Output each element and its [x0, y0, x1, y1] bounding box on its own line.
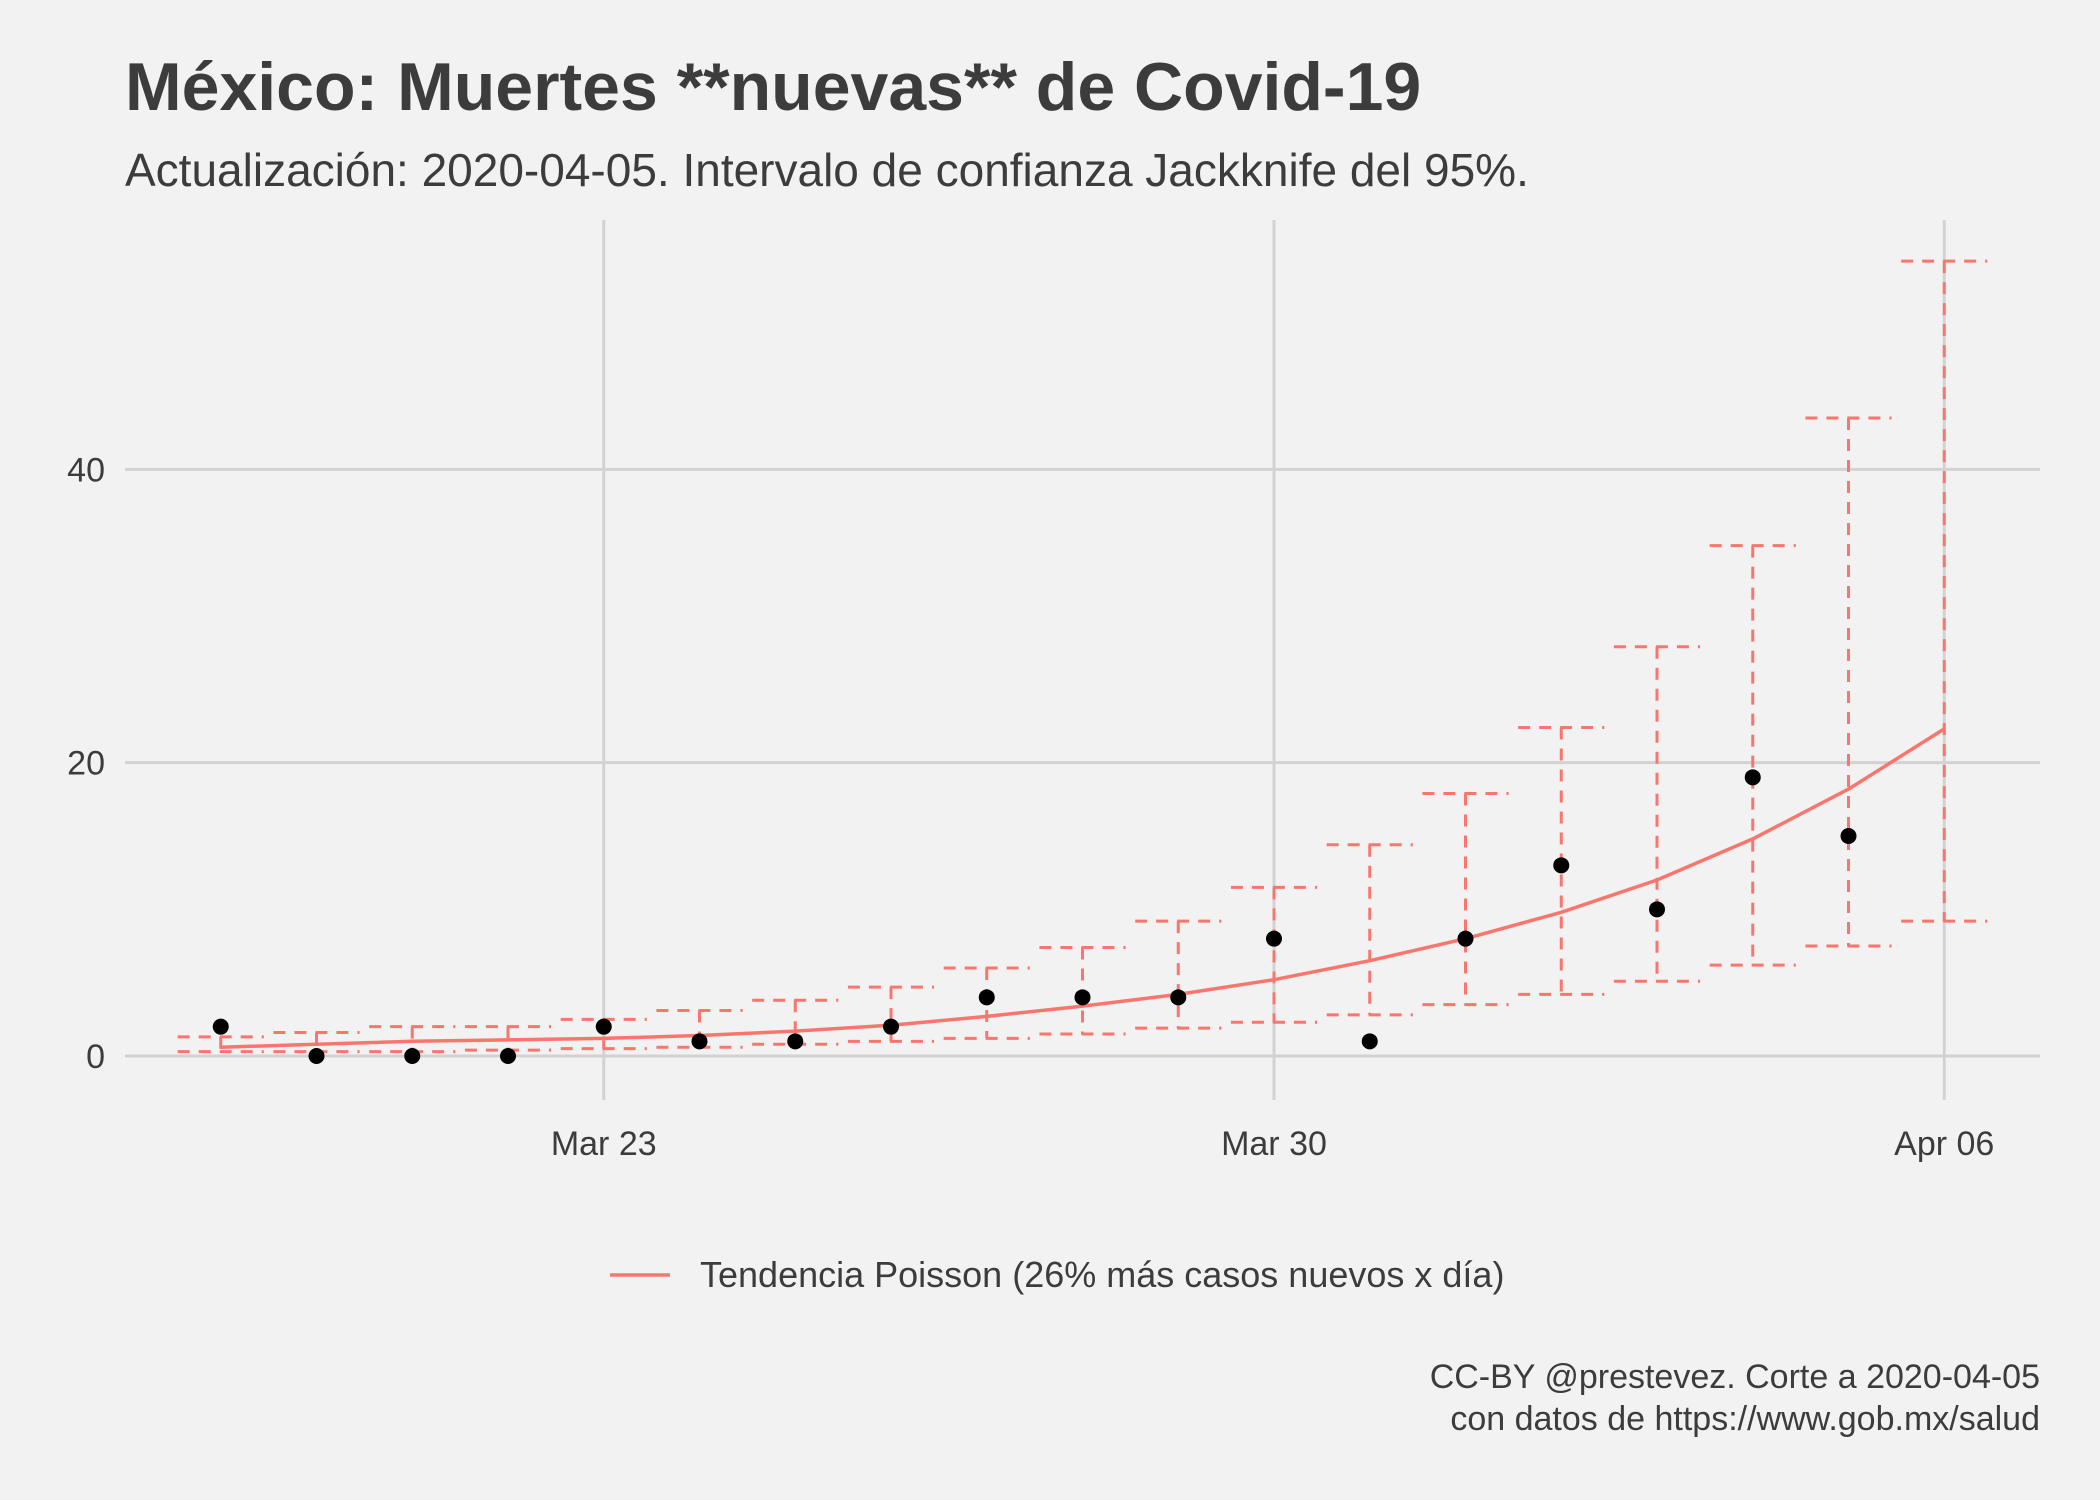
- y-tick-label: 40: [67, 451, 105, 489]
- caption-line-1: CC-BY @prestevez. Corte a 2020-04-05: [1430, 1358, 2040, 1396]
- data-point: [1361, 1033, 1378, 1050]
- data-point: [1553, 857, 1570, 874]
- data-point: [1840, 828, 1857, 844]
- data-point: [595, 1018, 612, 1035]
- data-point: [787, 1033, 804, 1050]
- data-point: [1744, 769, 1761, 786]
- x-axis-ticks: Mar 23 Mar 30 Apr 06: [551, 1125, 1995, 1163]
- chart-subtitle: Actualización: 2020-04-05. Intervalo de …: [125, 144, 1529, 196]
- x-tick-label: Apr 06: [1894, 1125, 1994, 1163]
- chart-title: México: Muertes **nuevas** de Covid-19: [125, 49, 1421, 125]
- y-tick-label: 0: [86, 1038, 105, 1076]
- caption-line-2: con datos de https://www.gob.mx/salud: [1450, 1400, 2040, 1438]
- data-point: [404, 1048, 421, 1064]
- data-point: [1170, 989, 1187, 1006]
- x-tick-label: Mar 30: [1221, 1125, 1327, 1163]
- y-tick-label: 20: [67, 745, 105, 783]
- data-point: [308, 1048, 325, 1064]
- y-axis-ticks: 0 20 40: [67, 451, 105, 1076]
- data-point: [1266, 930, 1282, 947]
- data-point: [978, 989, 995, 1006]
- data-point: [212, 1018, 229, 1035]
- x-tick-label: Mar 23: [551, 1125, 657, 1163]
- data-point: [1074, 989, 1091, 1006]
- trend-line-group: [220, 727, 1946, 1049]
- data-point: [883, 1018, 899, 1035]
- data-point: [1457, 930, 1474, 947]
- grid-lines: [125, 220, 2040, 1100]
- trend-line: [220, 727, 1946, 1049]
- legend-label: Tendencia Poisson (26% más casos nuevos …: [700, 1254, 1504, 1295]
- legend: Tendencia Poisson (26% más casos nuevos …: [610, 1254, 1504, 1295]
- data-point: [1649, 901, 1665, 918]
- data-point: [500, 1048, 516, 1064]
- data-points: [212, 769, 1857, 1064]
- data-point: [691, 1033, 708, 1050]
